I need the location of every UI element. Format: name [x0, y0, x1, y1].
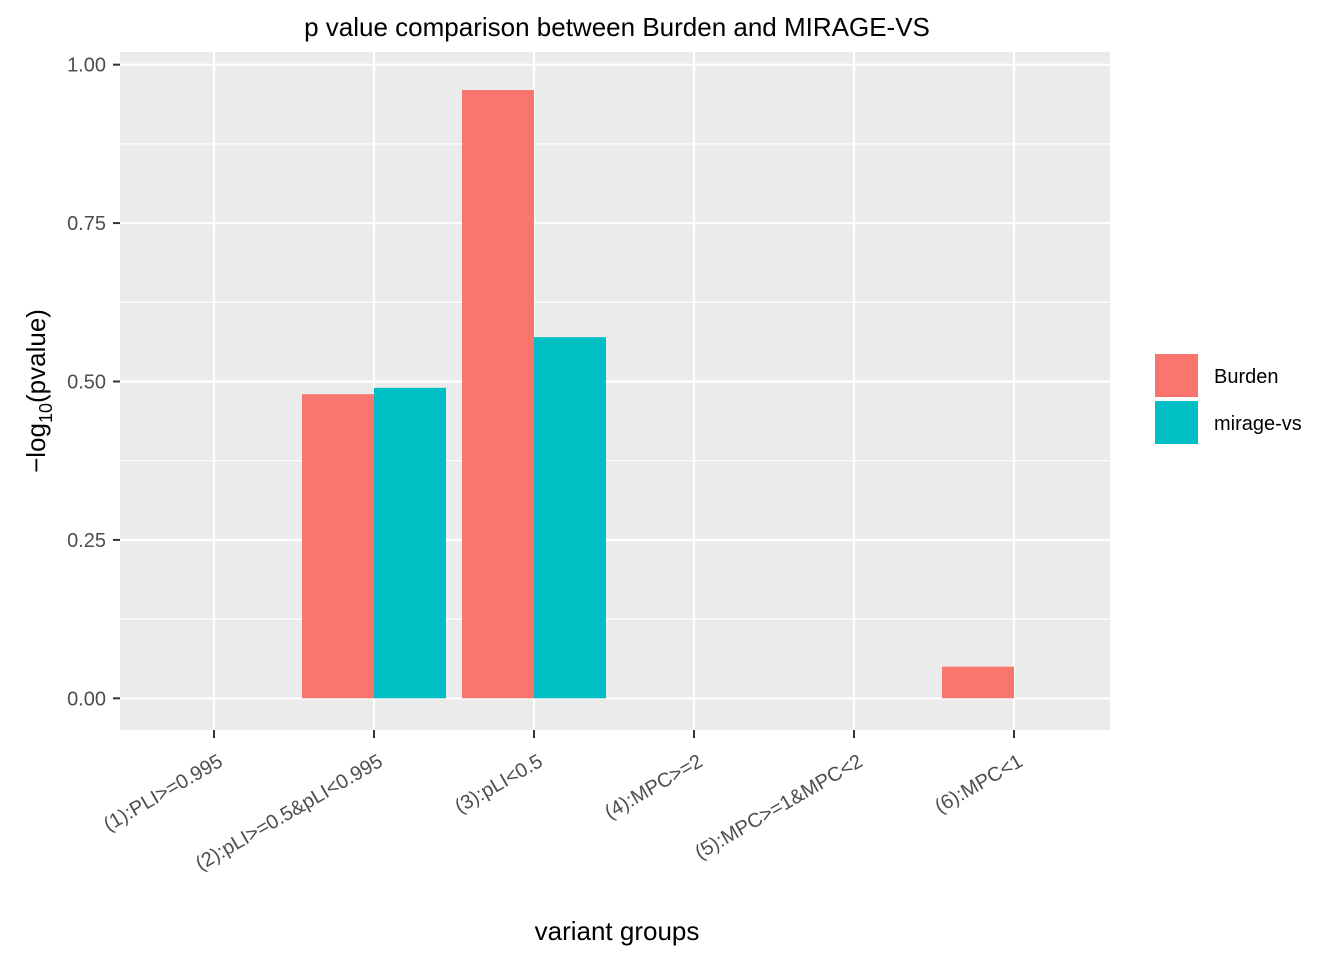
- y-axis-title-prefix: −log: [21, 423, 51, 473]
- x-axis-title: variant groups: [535, 916, 700, 946]
- legend-label: Burden: [1214, 366, 1279, 388]
- bars: [302, 90, 1014, 699]
- legend-label: mirage-vs: [1214, 413, 1302, 435]
- x-tick-label: (5):MPC>=1&MPC<2: [691, 750, 866, 864]
- legend-key: [1155, 401, 1198, 444]
- y-axis: 0.00 0.25 0.50 0.75 1.00: [67, 55, 120, 710]
- x-tick-label: (1):PLI>=0.995: [100, 750, 227, 836]
- x-tick-label: (3):pLI<0.5: [451, 750, 546, 818]
- y-tick-label: 0.25: [67, 530, 106, 552]
- x-tick-label: (4):MPC>=2: [601, 750, 706, 824]
- x-tick-label: (6):MPC<1: [931, 750, 1026, 818]
- bar-burden: [302, 394, 374, 699]
- y-tick-label: 1.00: [67, 55, 106, 77]
- y-axis-title: −log10(pvalue): [21, 309, 56, 473]
- legend: Burden mirage-vs: [1155, 354, 1302, 444]
- x-axis: (1):PLI>=0.995(2):pLI>=0.5&pLI<0.995 (3):…: [100, 730, 1027, 875]
- y-axis-title-subscript: 10: [36, 403, 56, 423]
- y-tick-label: 0.50: [67, 371, 106, 393]
- plot-panel: [120, 52, 1110, 730]
- y-tick-label: 0.75: [67, 213, 106, 235]
- legend-key: [1155, 354, 1198, 397]
- minor-gridlines: [120, 143, 1110, 620]
- bar-mirage-vs: [374, 387, 446, 699]
- bar-burden: [942, 666, 1014, 699]
- chart-title: p value comparison between Burden and MI…: [304, 12, 930, 42]
- bar-burden: [462, 90, 534, 699]
- y-tick-label: 0.00: [67, 688, 106, 710]
- y-axis-title-body: (pvalue): [21, 309, 51, 403]
- bar-mirage-vs: [534, 337, 606, 699]
